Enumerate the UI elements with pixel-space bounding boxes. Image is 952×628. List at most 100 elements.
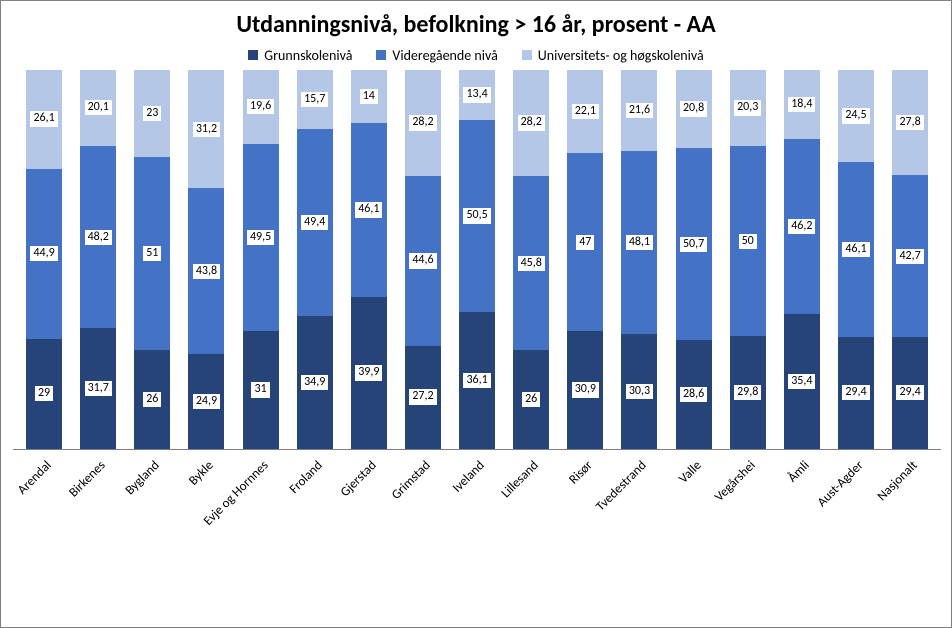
- x-tick-label: Åmli: [785, 458, 812, 485]
- stacked-bar: 39,946,114: [351, 70, 387, 449]
- x-tick-label: Gjerstad: [338, 458, 380, 500]
- bar-column: 2944,926,1: [17, 70, 71, 449]
- x-axis: ArendalBirkenesByglandBykleEvje og Hornn…: [13, 450, 941, 570]
- bar-value-label: 29,4: [896, 385, 923, 400]
- x-tick: Evje og Hornnes: [234, 450, 288, 570]
- x-tick-label: Bygland: [123, 458, 163, 498]
- bar-segment-videre: 47: [567, 153, 603, 331]
- x-tick: Valle: [667, 450, 721, 570]
- bar-segment-uni: 28,2: [405, 70, 441, 177]
- bar-segment-uni: 19,6: [243, 70, 279, 144]
- bar-value-label: 48,2: [85, 230, 112, 245]
- legend-swatch-universitet: [522, 50, 532, 60]
- stacked-bar: 29,446,124,5: [838, 70, 874, 449]
- bar-value-label: 20,1: [85, 100, 112, 115]
- stacked-bar: 24,943,831,2: [188, 70, 224, 449]
- bar-column: 36,150,513,4: [450, 70, 504, 449]
- bar-column: 35,4 46,2 18,4: [775, 70, 829, 449]
- bar-segment-grunn: 29: [26, 339, 62, 449]
- bar-segment-grunn: 28,6: [676, 340, 712, 448]
- bar-segment-videre: 44,6: [405, 176, 441, 345]
- bar-value-label: 34,9: [301, 375, 328, 390]
- bar-value-label: 42,7: [896, 249, 923, 264]
- bar-value-label: 46,2: [788, 219, 815, 234]
- bar-value-label: 13,4: [463, 87, 490, 102]
- bar-segment-videre: 50: [730, 146, 766, 335]
- legend-swatch-grunnskole: [248, 50, 258, 60]
- x-tick: Birkenes: [71, 450, 125, 570]
- bar-segment-videre: 46,2: [784, 139, 820, 314]
- x-tick: Froland: [288, 450, 342, 570]
- bar-segment-videre: 48,1: [621, 151, 657, 333]
- bar-column: 31,7 48,2 20,1: [71, 70, 125, 449]
- bar-segment-videre: 43,8: [188, 188, 224, 354]
- stacked-bar: 34,949,415,7: [297, 70, 333, 449]
- bar-value-label: 51: [143, 246, 161, 261]
- stacked-bar: 36,150,513,4: [459, 70, 495, 449]
- bar-segment-uni: 20,3: [730, 70, 766, 147]
- bar-column: 29,4 42,7 27,8: [883, 70, 937, 449]
- stacked-bar: 30,9 4722,1: [567, 70, 603, 449]
- bar-column: 24,943,831,2: [179, 70, 233, 449]
- bar-value-label: 31,7: [85, 381, 112, 396]
- bar-value-label: 30,9: [572, 382, 599, 397]
- bar-column: 34,949,415,7: [288, 70, 342, 449]
- legend-label: Grunnskolenivå: [264, 47, 352, 64]
- bar-segment-videre: 50,5: [459, 120, 495, 311]
- bar-segment-videre: 49,4: [297, 129, 333, 316]
- stacked-bar: 35,4 46,2 18,4: [784, 70, 820, 449]
- stacked-bar: 29,4 42,7 27,8: [892, 70, 928, 449]
- legend-item-videregaende: Videregående nivå: [376, 47, 497, 64]
- bar-value-label: 39,9: [355, 365, 382, 380]
- bar-value-label: 45,8: [518, 256, 545, 271]
- bar-column: 29,8 50 20,3: [721, 70, 775, 449]
- bar-segment-grunn: 29,8: [730, 336, 766, 449]
- bar-value-label: 50,5: [463, 208, 490, 223]
- bar-segment-grunn: 30,9: [567, 331, 603, 448]
- legend-item-universitet: Universitets- og høgskolenivå: [522, 47, 704, 64]
- bar-value-label: 50: [739, 234, 757, 249]
- stacked-bar: 27,244,6 28,2: [405, 70, 441, 449]
- x-tick: Vegårshei: [721, 450, 775, 570]
- bar-segment-grunn: 31: [243, 331, 279, 448]
- legend-label: Videregående nivå: [392, 47, 497, 64]
- bar-segment-videre: 48,2: [80, 146, 116, 329]
- bar-column: 27,244,6 28,2: [396, 70, 450, 449]
- bar-value-label: 20,3: [734, 100, 761, 115]
- bar-segment-uni: 22,1: [567, 70, 603, 154]
- chart-title: Utdanningsnivå, befolkning > 16 år, pros…: [13, 11, 939, 39]
- stacked-bar: 30,348,121,6: [621, 70, 657, 449]
- bar-segment-uni: 31,2: [188, 70, 224, 188]
- bar-segment-grunn: 35,4: [784, 314, 820, 448]
- bar-segment-uni: 23: [134, 70, 170, 157]
- bar-column: 30,348,121,6: [612, 70, 666, 449]
- plot-area: 2944,926,1 31,7 48,2 20,1 26 51 23 24,943,831,2…: [13, 70, 941, 450]
- bar-value-label: 14: [360, 89, 378, 104]
- bar-segment-grunn: 30,3: [621, 334, 657, 449]
- bar-value-label: 18,4: [788, 97, 815, 112]
- bar-value-label: 28,2: [409, 115, 436, 130]
- bar-value-label: 29,8: [734, 385, 761, 400]
- bar-column: 26 51 23: [125, 70, 179, 449]
- bar-segment-grunn: 27,2: [405, 346, 441, 449]
- bar-value-label: 26: [143, 392, 161, 407]
- x-tick: Aust-Agder: [829, 450, 883, 570]
- bar-value-label: 27,8: [896, 115, 923, 130]
- stacked-bar: 28,650,720,8: [676, 70, 712, 449]
- legend-label: Universitets- og høgskolenivå: [538, 47, 704, 64]
- legend-swatch-videregaende: [376, 50, 386, 60]
- bar-segment-grunn: 31,7: [80, 328, 116, 448]
- x-tick: Grimstad: [396, 450, 450, 570]
- bar-value-label: 49,4: [301, 215, 328, 230]
- bar-segment-uni: 28,2: [513, 70, 549, 177]
- x-tick-label: Grimstad: [389, 458, 434, 503]
- bar-segment-grunn: 26: [134, 350, 170, 449]
- bar-segment-videre: 45,8: [513, 176, 549, 350]
- x-tick-label: Valle: [676, 458, 705, 487]
- bar-segment-videre: 42,7: [892, 175, 928, 337]
- bar-value-label: 20,8: [680, 101, 707, 116]
- bar-segment-uni: 27,8: [892, 70, 928, 175]
- bar-column: 39,946,114: [342, 70, 396, 449]
- bar-value-label: 48,1: [626, 235, 653, 250]
- x-tick-label: Froland: [286, 458, 325, 497]
